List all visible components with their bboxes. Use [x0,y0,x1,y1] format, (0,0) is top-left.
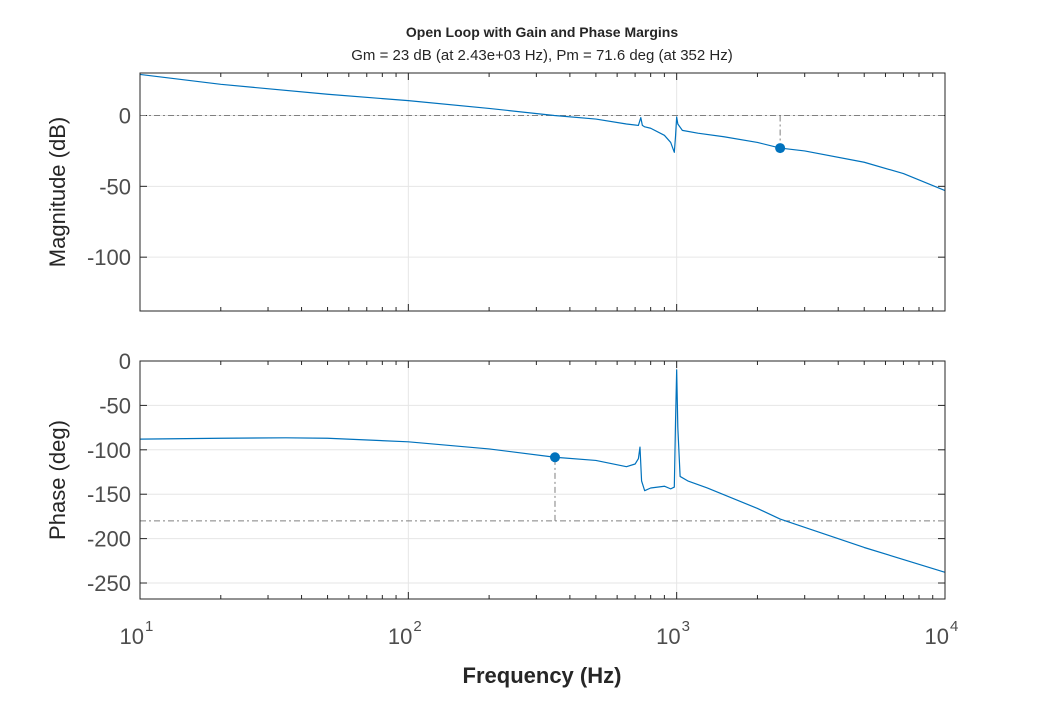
phase-y-tick-label: -150 [87,482,131,507]
phase-series-line [139,369,946,573]
x-tick-exponent: 4 [950,618,958,635]
x-tick-base: 10 [925,624,949,649]
phase-plot-area [140,361,945,599]
x-tick-label: 10 1 [120,618,154,649]
magnitude-y-axis-label: Magnitude (dB) [45,117,70,267]
x-tick-exponent: 3 [682,618,690,635]
chart-title: Open Loop with Gain and Phase Margins [406,24,678,40]
magnitude-plot-area [140,73,945,311]
x-tick-exponent: 2 [413,618,421,635]
x-axis-label: Frequency (Hz) [463,663,622,688]
x-tick-exponent: 1 [145,618,153,635]
magnitude-y-tick-label: 0 [119,104,131,129]
phase-margin-marker [549,452,560,463]
x-tick-label: 10 4 [925,618,959,649]
phase-y-tick-label: 0 [119,349,131,374]
phase-y-tick-label: -50 [99,393,131,418]
chart-subtitle: Gm = 23 dB (at 2.43e+03 Hz), Pm = 71.6 d… [351,47,732,64]
magnitude-panel: 0 -50 -100 Magnitude (dB) [45,72,946,312]
phase-y-axis-label: Phase (deg) [45,420,70,540]
phase-y-tick-label: -250 [87,571,131,596]
magnitude-axes-box [139,72,946,312]
x-tick-label: 10 2 [388,618,422,649]
x-axis: 10 1 10 2 10 3 10 4 [120,618,959,649]
x-tick-label: 10 3 [656,618,690,649]
phase-panel: 0 -50 -100 -150 -200 -250 Phase (deg) [45,349,946,600]
x-tick-base: 10 [388,624,412,649]
x-tick-base: 10 [656,624,680,649]
magnitude-y-tick-label: -50 [99,174,131,199]
magnitude-series-line [139,73,946,192]
magnitude-margin-marker [775,143,786,154]
phase-axes-box [139,360,946,600]
phase-y-tick-label: -100 [87,438,131,463]
x-tick-base: 10 [120,624,144,649]
magnitude-y-tick-label: -100 [87,245,131,270]
phase-y-tick-label: -200 [87,527,131,552]
